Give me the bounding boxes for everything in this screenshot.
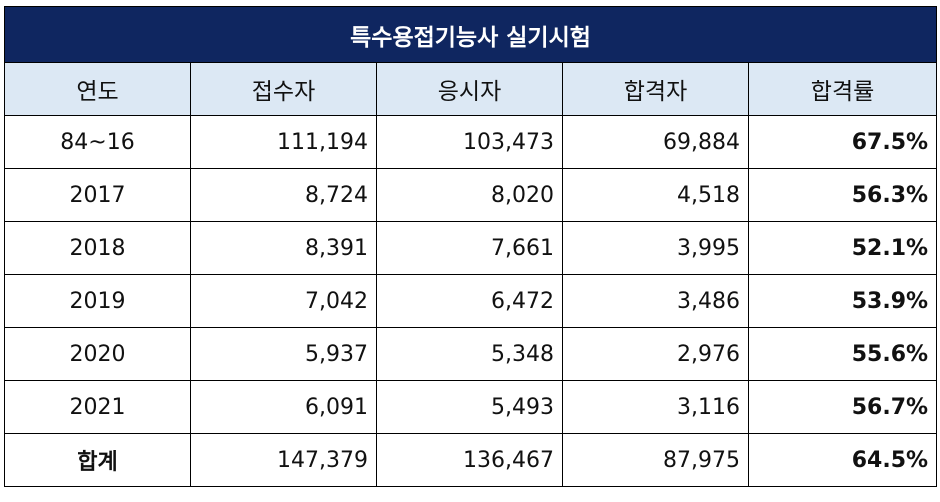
cell-examinees: 5,348: [376, 327, 563, 381]
cell-applicants: 7,042: [190, 274, 377, 328]
cell-examinees: 5,493: [376, 380, 563, 434]
cell-passers: 4,518: [562, 168, 749, 222]
cell-applicants: 111,194: [190, 115, 377, 169]
cell-year: 2020: [4, 327, 191, 381]
cell-total-pass-rate: 64.5%: [747, 433, 938, 487]
cell-applicants: 5,937: [190, 327, 377, 381]
cell-year: 2021: [4, 380, 191, 434]
cell-passers: 3,995: [562, 221, 749, 275]
table-row: 2020 5,937 5,348 2,976 55.6%: [4, 327, 938, 381]
table-title: 특수용접기능사 실기시험: [3, 6, 938, 63]
cell-examinees: 7,661: [376, 221, 563, 275]
cell-year: 2018: [4, 221, 191, 275]
cell-total-applicants: 147,379: [190, 433, 377, 487]
cell-total-passers: 87,975: [562, 433, 749, 487]
cell-applicants: 6,091: [190, 380, 377, 434]
table-row: 84~16 111,194 103,473 69,884 67.5%: [4, 115, 938, 169]
cell-passers: 3,116: [562, 380, 749, 434]
cell-examinees: 8,020: [376, 168, 563, 222]
table-row: 2019 7,042 6,472 3,486 53.9%: [4, 274, 938, 328]
table-row: 2018 8,391 7,661 3,995 52.1%: [4, 221, 938, 275]
cell-passers: 3,486: [562, 274, 749, 328]
cell-applicants: 8,724: [190, 168, 377, 222]
cell-year: 84~16: [4, 115, 191, 169]
header-applicants: 접수자: [190, 62, 377, 116]
table-row: 2021 6,091 5,493 3,116 56.7%: [4, 380, 938, 434]
cell-applicants: 8,391: [190, 221, 377, 275]
stats-table-container: 특수용접기능사 실기시험 연도 접수자 응시자 합격자 합격률 84~16 11…: [3, 6, 938, 487]
cell-passers: 2,976: [562, 327, 749, 381]
cell-pass-rate: 52.1%: [747, 221, 938, 275]
header-pass-rate: 합격률: [747, 62, 938, 116]
header-passers: 합격자: [562, 62, 749, 116]
column-header-row: 연도 접수자 응시자 합격자 합격률: [4, 62, 938, 116]
cell-pass-rate: 56.7%: [747, 380, 938, 434]
cell-examinees: 6,472: [376, 274, 563, 328]
cell-total-label: 합계: [4, 433, 191, 487]
table-title-row: 특수용접기능사 실기시험: [3, 6, 938, 63]
exam-stats-table: 특수용접기능사 실기시험 연도 접수자 응시자 합격자 합격률 84~16 11…: [3, 6, 938, 487]
header-year: 연도: [4, 62, 191, 116]
cell-total-examinees: 136,467: [376, 433, 563, 487]
cell-pass-rate: 56.3%: [747, 168, 938, 222]
cell-passers: 69,884: [562, 115, 749, 169]
cell-pass-rate: 67.5%: [747, 115, 938, 169]
cell-pass-rate: 55.6%: [747, 327, 938, 381]
cell-examinees: 103,473: [376, 115, 563, 169]
cell-year: 2017: [4, 168, 191, 222]
cell-year: 2019: [4, 274, 191, 328]
table-row: 2017 8,724 8,020 4,518 56.3%: [4, 168, 938, 222]
total-row: 합계 147,379 136,467 87,975 64.5%: [4, 433, 938, 487]
cell-pass-rate: 53.9%: [747, 274, 938, 328]
header-examinees: 응시자: [376, 62, 563, 116]
